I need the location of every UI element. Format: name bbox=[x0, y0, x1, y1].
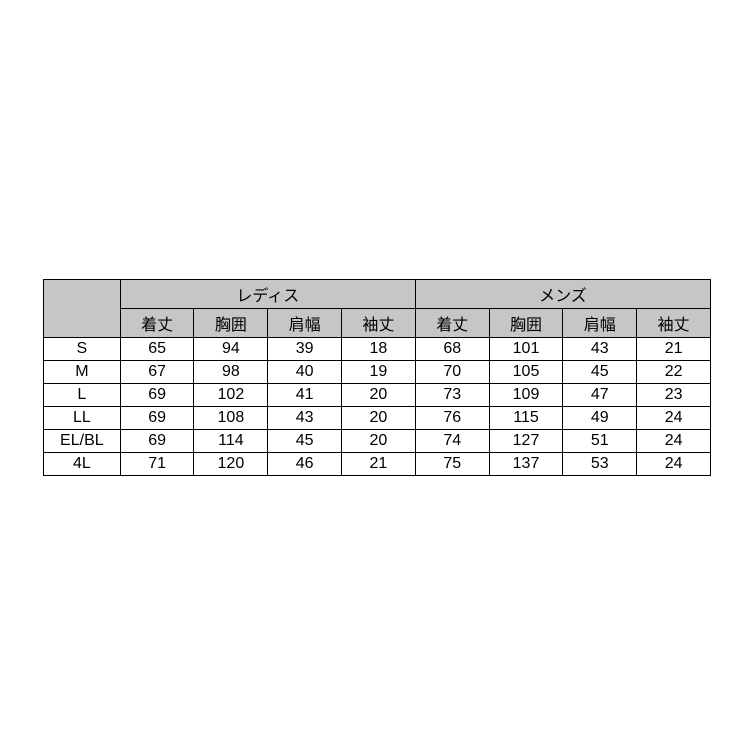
data-cell: 127 bbox=[489, 429, 563, 452]
data-cell: 76 bbox=[415, 406, 489, 429]
data-cell: 19 bbox=[342, 360, 416, 383]
size-table-body: S 65 94 39 18 68 101 43 21 M 67 98 40 19… bbox=[44, 337, 711, 475]
table-row: 4L 71 120 46 21 75 137 53 24 bbox=[44, 452, 711, 475]
data-cell: 105 bbox=[489, 360, 563, 383]
data-cell: 102 bbox=[194, 383, 268, 406]
data-cell: 20 bbox=[342, 406, 416, 429]
data-cell: 101 bbox=[489, 337, 563, 360]
data-cell: 94 bbox=[194, 337, 268, 360]
sub-header-ladies-0: 着丈 bbox=[120, 308, 194, 337]
data-cell: 69 bbox=[120, 429, 194, 452]
data-cell: 20 bbox=[342, 383, 416, 406]
sub-header-ladies-1: 胸囲 bbox=[194, 308, 268, 337]
data-cell: 40 bbox=[268, 360, 342, 383]
data-cell: 69 bbox=[120, 383, 194, 406]
table-row: M 67 98 40 19 70 105 45 22 bbox=[44, 360, 711, 383]
data-cell: 23 bbox=[637, 383, 711, 406]
size-table-container: レディス メンズ 着丈 胸囲 肩幅 袖丈 着丈 胸囲 肩幅 袖丈 S 65 94… bbox=[43, 279, 711, 476]
data-cell: 73 bbox=[415, 383, 489, 406]
data-cell: 115 bbox=[489, 406, 563, 429]
group-header-ladies: レディス bbox=[120, 279, 415, 308]
data-cell: 53 bbox=[563, 452, 637, 475]
data-cell: 98 bbox=[194, 360, 268, 383]
data-cell: 24 bbox=[637, 406, 711, 429]
table-row: S 65 94 39 18 68 101 43 21 bbox=[44, 337, 711, 360]
data-cell: 49 bbox=[563, 406, 637, 429]
data-cell: 39 bbox=[268, 337, 342, 360]
data-cell: 20 bbox=[342, 429, 416, 452]
data-cell: 74 bbox=[415, 429, 489, 452]
data-cell: 43 bbox=[268, 406, 342, 429]
data-cell: 114 bbox=[194, 429, 268, 452]
data-cell: 70 bbox=[415, 360, 489, 383]
size-label: EL/BL bbox=[44, 429, 121, 452]
sub-header-row: 着丈 胸囲 肩幅 袖丈 着丈 胸囲 肩幅 袖丈 bbox=[44, 308, 711, 337]
data-cell: 47 bbox=[563, 383, 637, 406]
data-cell: 108 bbox=[194, 406, 268, 429]
data-cell: 45 bbox=[268, 429, 342, 452]
size-label: L bbox=[44, 383, 121, 406]
sub-header-ladies-3: 袖丈 bbox=[342, 308, 416, 337]
data-cell: 120 bbox=[194, 452, 268, 475]
sub-header-mens-1: 胸囲 bbox=[489, 308, 563, 337]
data-cell: 69 bbox=[120, 406, 194, 429]
size-label: 4L bbox=[44, 452, 121, 475]
corner-header bbox=[44, 279, 121, 337]
data-cell: 21 bbox=[342, 452, 416, 475]
data-cell: 43 bbox=[563, 337, 637, 360]
size-label: M bbox=[44, 360, 121, 383]
table-row: LL 69 108 43 20 76 115 49 24 bbox=[44, 406, 711, 429]
data-cell: 75 bbox=[415, 452, 489, 475]
data-cell: 45 bbox=[563, 360, 637, 383]
data-cell: 24 bbox=[637, 452, 711, 475]
data-cell: 51 bbox=[563, 429, 637, 452]
group-header-row: レディス メンズ bbox=[44, 279, 711, 308]
data-cell: 109 bbox=[489, 383, 563, 406]
data-cell: 41 bbox=[268, 383, 342, 406]
data-cell: 18 bbox=[342, 337, 416, 360]
data-cell: 137 bbox=[489, 452, 563, 475]
data-cell: 68 bbox=[415, 337, 489, 360]
data-cell: 65 bbox=[120, 337, 194, 360]
table-row: EL/BL 69 114 45 20 74 127 51 24 bbox=[44, 429, 711, 452]
size-label: LL bbox=[44, 406, 121, 429]
data-cell: 71 bbox=[120, 452, 194, 475]
sub-header-mens-3: 袖丈 bbox=[637, 308, 711, 337]
data-cell: 22 bbox=[637, 360, 711, 383]
table-row: L 69 102 41 20 73 109 47 23 bbox=[44, 383, 711, 406]
sub-header-mens-0: 着丈 bbox=[415, 308, 489, 337]
data-cell: 67 bbox=[120, 360, 194, 383]
size-table: レディス メンズ 着丈 胸囲 肩幅 袖丈 着丈 胸囲 肩幅 袖丈 S 65 94… bbox=[43, 279, 711, 476]
sub-header-mens-2: 肩幅 bbox=[563, 308, 637, 337]
data-cell: 24 bbox=[637, 429, 711, 452]
data-cell: 21 bbox=[637, 337, 711, 360]
data-cell: 46 bbox=[268, 452, 342, 475]
size-label: S bbox=[44, 337, 121, 360]
group-header-mens: メンズ bbox=[415, 279, 710, 308]
sub-header-ladies-2: 肩幅 bbox=[268, 308, 342, 337]
